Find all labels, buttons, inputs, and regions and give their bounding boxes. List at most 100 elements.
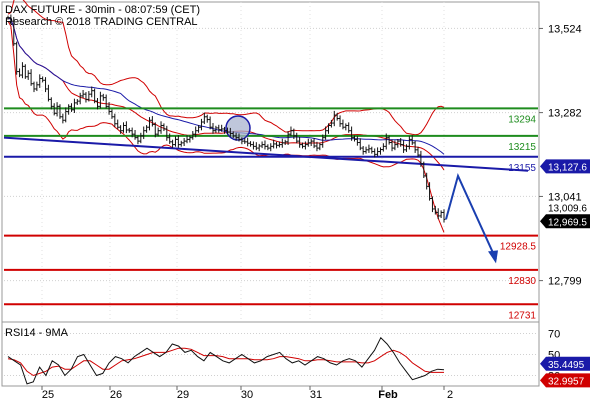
candle: [341, 119, 345, 130]
level-label: 13294: [508, 114, 536, 125]
candle: [199, 118, 203, 131]
candle: [355, 136, 359, 146]
candle: [93, 88, 97, 104]
candle: [335, 112, 339, 121]
candle: [243, 138, 247, 144]
candle: [90, 86, 94, 98]
candle: [78, 92, 82, 105]
candle: [367, 144, 371, 153]
candle: [136, 135, 140, 145]
x-tick-label: 25: [42, 389, 54, 400]
candle: [295, 132, 299, 144]
candle: [208, 116, 212, 130]
candle: [18, 68, 22, 78]
candle: [44, 77, 48, 93]
price-tag-label: 12,969.5: [548, 217, 587, 228]
candle: [150, 116, 154, 127]
candle: [396, 139, 400, 148]
candle: [329, 119, 333, 128]
candle: [225, 127, 229, 135]
candle: [171, 139, 175, 148]
candle: [402, 140, 406, 153]
rsi-tag-box: [540, 373, 590, 388]
candle: [237, 133, 241, 142]
candle: [321, 134, 325, 148]
candle: [205, 114, 209, 123]
candle: [162, 123, 166, 132]
candle: [188, 135, 192, 143]
candle: [228, 127, 232, 137]
candle: [191, 131, 195, 140]
x-tick-label: Feb: [378, 389, 398, 400]
level-label: 13215: [508, 142, 536, 153]
level-label: 13155: [508, 163, 536, 174]
candle: [107, 102, 111, 115]
candle: [12, 16, 16, 46]
candle: [251, 141, 255, 150]
candle: [324, 126, 328, 140]
candle: [350, 126, 354, 141]
descending-trendline: [3, 136, 529, 172]
candle: [407, 136, 411, 150]
candle: [6, 15, 10, 20]
candle: [249, 141, 253, 147]
rsi-title: RSI14 - 9MA: [5, 327, 69, 339]
candle: [301, 142, 305, 149]
candle: [20, 62, 24, 79]
candle: [266, 144, 270, 151]
price-tag-box: [540, 214, 590, 229]
candle: [390, 139, 394, 152]
rsi-tag-box: [540, 356, 590, 371]
highlight-circle: [225, 115, 251, 141]
price-tag-label: 13,127.6: [548, 162, 587, 173]
candle: [104, 94, 108, 109]
candle: [197, 125, 201, 133]
candle: [246, 137, 250, 147]
candle: [387, 135, 391, 145]
candle: [422, 161, 426, 178]
projection-path: [445, 172, 497, 260]
candle: [272, 139, 276, 149]
candle: [298, 136, 302, 148]
candle: [165, 125, 169, 141]
chart-title: DAX FUTURE - 30min - 08:07:59 (CET): [5, 4, 200, 16]
candle: [173, 136, 177, 147]
projection-arrow: [445, 172, 498, 264]
candle: [428, 182, 432, 201]
candle: [15, 41, 19, 75]
candle: [419, 150, 423, 167]
candle: [289, 126, 293, 137]
candle: [381, 143, 385, 152]
candle: [358, 138, 362, 151]
candle: [306, 138, 310, 147]
candle: [64, 107, 68, 123]
price-tag-box: [540, 159, 590, 174]
candles: [6, 14, 446, 223]
horizontal-levels: 13294 13215 13155 12928.5 12830 12731: [4, 107, 538, 321]
candle: [352, 135, 356, 142]
candle: [283, 139, 287, 145]
candle: [58, 104, 62, 119]
candle: [38, 74, 42, 88]
candle: [81, 90, 85, 98]
candle: [436, 208, 440, 220]
candle: [101, 93, 105, 101]
candle: [361, 146, 365, 155]
candle: [332, 110, 336, 127]
candle: [404, 144, 408, 152]
candle: [176, 135, 180, 148]
candle: [240, 137, 244, 145]
candle: [147, 117, 151, 131]
candle: [113, 113, 117, 127]
candle: [159, 121, 163, 134]
candle: [327, 123, 331, 134]
price-tick-label: 12,799: [548, 276, 582, 288]
candle: [67, 104, 71, 115]
projection-arrowhead: [488, 250, 498, 264]
price-tick-label: 13,524: [548, 23, 582, 35]
candle: [347, 122, 351, 133]
chart-copyright: Research © 2018 TRADING CENTRAL: [5, 16, 198, 28]
candle: [110, 109, 114, 119]
candle: [52, 103, 56, 116]
candle: [9, 14, 13, 25]
